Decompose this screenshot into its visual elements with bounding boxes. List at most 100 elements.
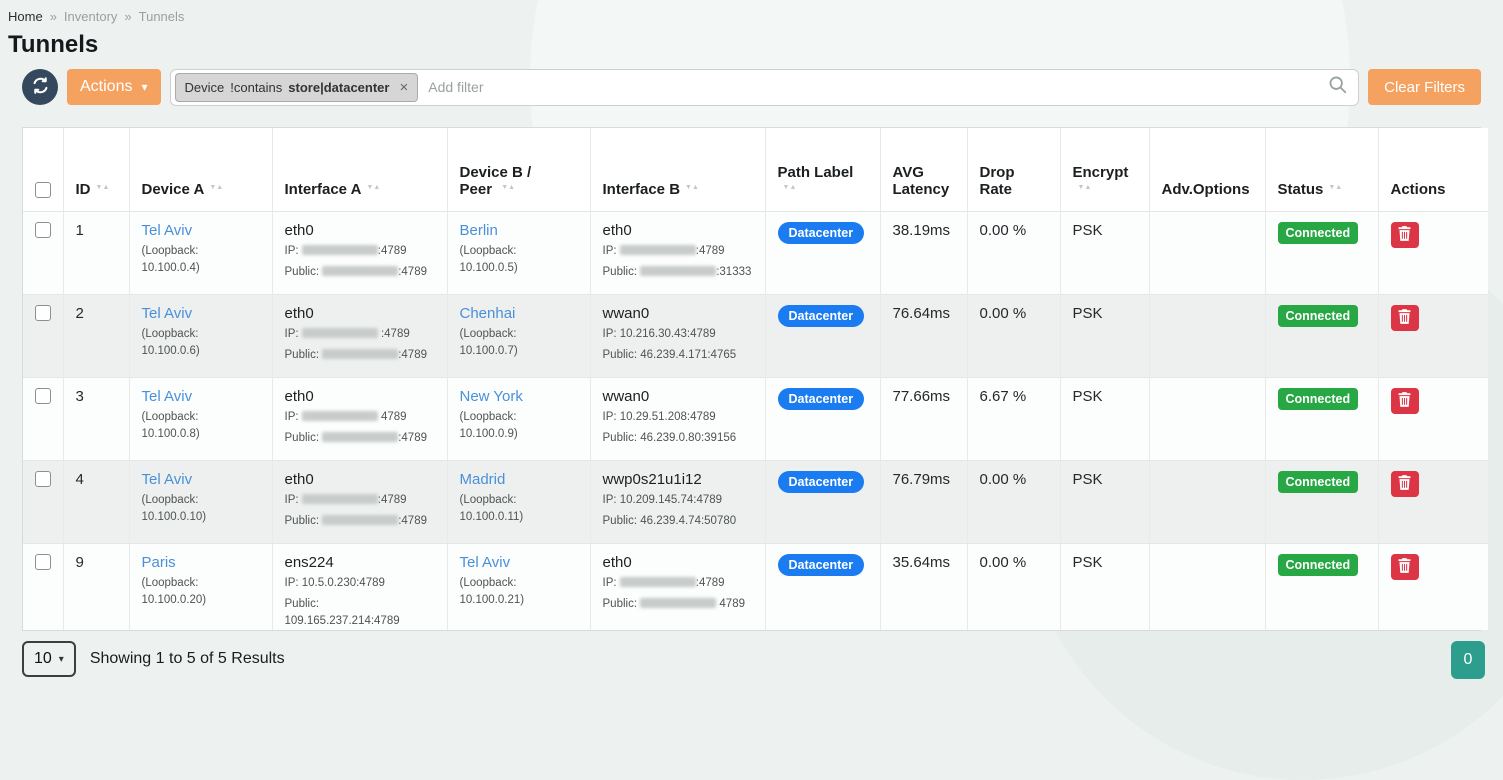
- delete-button[interactable]: [1391, 388, 1419, 414]
- header-interface-b[interactable]: Interface B▼▲: [590, 128, 765, 211]
- breadcrumb: Home»Inventory»Tunnels: [0, 0, 1503, 24]
- interface-b-public: Public: 46.239.4.171:4765: [603, 347, 753, 364]
- row-checkbox[interactable]: [35, 305, 51, 321]
- table-header-row: ID▼▲ Device A▼▲ Interface A▼▲ Device B /…: [23, 128, 1488, 211]
- device-b-link[interactable]: Chenhai: [460, 305, 516, 322]
- header-device-a[interactable]: Device A▼▲: [129, 128, 272, 211]
- interface-a-name: eth0: [285, 305, 435, 322]
- redacted-ip: [322, 432, 398, 442]
- header-select-all: [23, 128, 63, 211]
- row-select-cell: [23, 211, 63, 294]
- interface-b-public: Public: 46.239.0.80:39156: [603, 430, 753, 447]
- counter-button[interactable]: 0: [1451, 641, 1485, 679]
- delete-button[interactable]: [1391, 222, 1419, 248]
- header-drop-rate: Drop Rate: [967, 128, 1060, 211]
- device-a-cell: Tel Aviv (Loopback: 10.100.0.8): [129, 377, 272, 460]
- row-checkbox[interactable]: [35, 554, 51, 570]
- breadcrumb-home[interactable]: Home: [8, 9, 43, 24]
- device-a-link[interactable]: Tel Aviv: [142, 388, 193, 405]
- interface-b-public: Public: :31333: [603, 264, 753, 281]
- add-filter-input[interactable]: [428, 79, 1318, 95]
- table-row: 4 Tel Aviv (Loopback: 10.100.0.10) eth0 …: [23, 460, 1488, 543]
- breadcrumb-inventory[interactable]: Inventory: [64, 9, 117, 24]
- path-label-badge: Datacenter: [778, 222, 865, 244]
- device-a-link[interactable]: Paris: [142, 554, 176, 571]
- header-id[interactable]: ID▼▲: [63, 128, 129, 211]
- header-interface-a[interactable]: Interface A▼▲: [272, 128, 447, 211]
- actions-button[interactable]: Actions ▾: [67, 69, 161, 105]
- device-b-cell: Madrid (Loopback: 10.100.0.11): [447, 460, 590, 543]
- interface-b-name: wwan0: [603, 305, 753, 322]
- device-b-link[interactable]: Tel Aviv: [460, 554, 511, 571]
- interface-a-name: ens224: [285, 554, 435, 571]
- redacted-ip: [322, 515, 398, 525]
- avg-latency: 76.64ms: [880, 294, 967, 377]
- row-select-cell: [23, 543, 63, 630]
- interface-b-ip: IP: :4789: [603, 575, 753, 592]
- header-device-b-peer[interactable]: Device B / Peer ▼▲: [447, 128, 590, 211]
- drop-rate: 0.00 %: [967, 211, 1060, 294]
- device-b-link[interactable]: New York: [460, 388, 523, 405]
- row-checkbox[interactable]: [35, 471, 51, 487]
- refresh-button[interactable]: [22, 69, 58, 105]
- filter-chip-operator: !contains: [230, 80, 282, 95]
- device-b-loopback: (Loopback: 10.100.0.21): [460, 575, 578, 610]
- interface-b-name: eth0: [603, 554, 753, 571]
- redacted-ip: [302, 328, 378, 338]
- interface-b-ip: IP: 10.216.30.43:4789: [603, 326, 753, 343]
- trash-icon: [1398, 226, 1411, 244]
- clear-filters-button[interactable]: Clear Filters: [1368, 69, 1481, 105]
- status-badge: Connected: [1278, 554, 1359, 576]
- interface-b-cell: wwan0 IP: 10.216.30.43:4789 Public: 46.2…: [590, 294, 765, 377]
- breadcrumb-separator: »: [124, 9, 131, 24]
- actions-button-label: Actions: [80, 78, 132, 96]
- path-label-cell: Datacenter: [765, 543, 880, 630]
- header-path-label[interactable]: Path Label ▼▲: [765, 128, 880, 211]
- row-select-cell: [23, 294, 63, 377]
- device-b-loopback: (Loopback: 10.100.0.5): [460, 243, 578, 278]
- page-title: Tunnels: [8, 31, 1503, 59]
- header-status[interactable]: Status▼▲: [1265, 128, 1378, 211]
- row-checkbox[interactable]: [35, 222, 51, 238]
- interface-b-public: Public: 46.239.4.74:50780: [603, 513, 753, 530]
- interface-a-public: Public: :4789: [285, 430, 435, 447]
- status-cell: Connected: [1265, 211, 1378, 294]
- device-b-cell: Berlin (Loopback: 10.100.0.5): [447, 211, 590, 294]
- device-a-link[interactable]: Tel Aviv: [142, 471, 193, 488]
- device-b-cell: Chenhai (Loopback: 10.100.0.7): [447, 294, 590, 377]
- select-all-checkbox[interactable]: [35, 182, 51, 198]
- drop-rate: 0.00 %: [967, 460, 1060, 543]
- remove-filter-icon[interactable]: ×: [399, 79, 408, 96]
- interface-a-ip: IP: 10.5.0.230:4789: [285, 575, 435, 592]
- refresh-icon: [31, 76, 50, 98]
- delete-button[interactable]: [1391, 471, 1419, 497]
- row-select-cell: [23, 460, 63, 543]
- interface-a-cell: eth0 IP: :4789 Public: :4789: [272, 211, 447, 294]
- delete-button[interactable]: [1391, 554, 1419, 580]
- device-b-link[interactable]: Berlin: [460, 222, 498, 239]
- row-checkbox[interactable]: [35, 388, 51, 404]
- adv-options: [1149, 294, 1265, 377]
- interface-a-cell: ens224 IP: 10.5.0.230:4789 Public: 109.1…: [272, 543, 447, 630]
- device-a-link[interactable]: Tel Aviv: [142, 305, 193, 322]
- device-b-cell: New York (Loopback: 10.100.0.9): [447, 377, 590, 460]
- header-encrypt[interactable]: Encrypt ▼▲: [1060, 128, 1149, 211]
- device-b-cell: Tel Aviv (Loopback: 10.100.0.21): [447, 543, 590, 630]
- device-a-link[interactable]: Tel Aviv: [142, 222, 193, 239]
- delete-button[interactable]: [1391, 305, 1419, 331]
- page-size-select[interactable]: 10 ▾: [22, 641, 76, 677]
- tunnel-id: 2: [63, 294, 129, 377]
- device-b-link[interactable]: Madrid: [460, 471, 506, 488]
- sort-icons: ▼▲: [783, 184, 797, 191]
- adv-options: [1149, 211, 1265, 294]
- tunnel-id: 1: [63, 211, 129, 294]
- interface-b-name: wwp0s21u1i12: [603, 471, 753, 488]
- actions-cell: [1378, 543, 1488, 630]
- filter-bar[interactable]: Device !contains store|datacenter ×: [170, 69, 1360, 106]
- interface-a-public: Public: 109.165.237.214:4789: [285, 596, 435, 631]
- device-a-loopback: (Loopback: 10.100.0.20): [142, 575, 260, 610]
- interface-b-name: eth0: [603, 222, 753, 239]
- device-a-loopback: (Loopback: 10.100.0.4): [142, 243, 260, 278]
- filter-chip[interactable]: Device !contains store|datacenter ×: [175, 73, 419, 102]
- tunnel-id: 4: [63, 460, 129, 543]
